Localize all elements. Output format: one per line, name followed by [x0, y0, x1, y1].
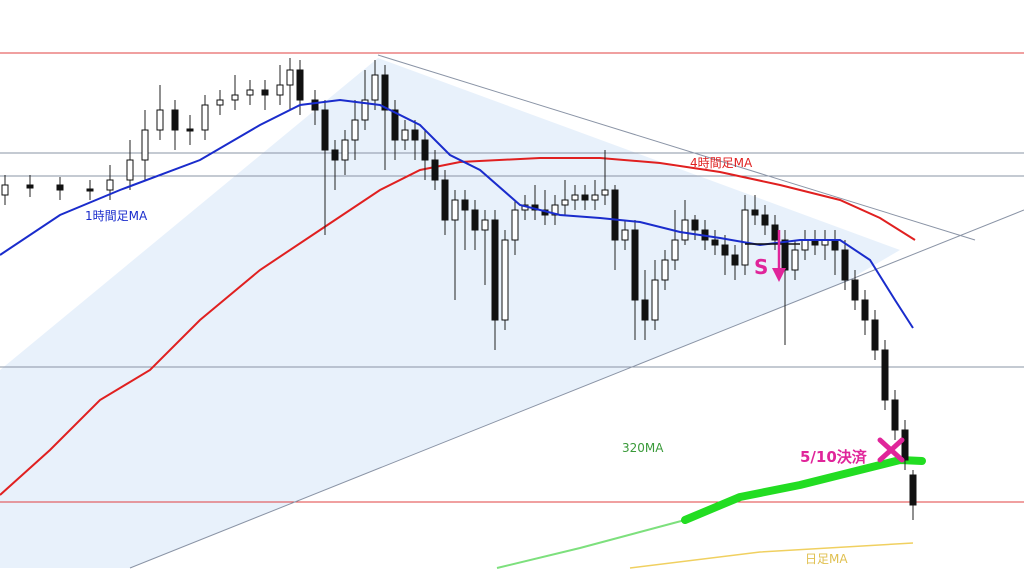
sell-label: S — [754, 255, 768, 279]
ma-4h-label: 4時間足MA — [690, 156, 753, 170]
exit-mark — [877, 437, 905, 463]
ma-1h — [0, 98, 914, 329]
daily-ma — [629, 542, 914, 569]
ma-320-thin — [496, 519, 686, 569]
triangle-shade — [0, 58, 900, 568]
ma-4h — [0, 157, 916, 496]
sell-arrowhead — [772, 268, 786, 282]
ma-daily-label: 日足MA — [805, 552, 848, 566]
bullish-bodies — [1, 69, 829, 321]
exit-label: 5/10決済 — [800, 448, 868, 466]
upper-trendline — [377, 54, 976, 241]
ma-320-label: 320MA — [622, 441, 664, 455]
ma-1h-label: 1時間足MA — [85, 209, 148, 223]
